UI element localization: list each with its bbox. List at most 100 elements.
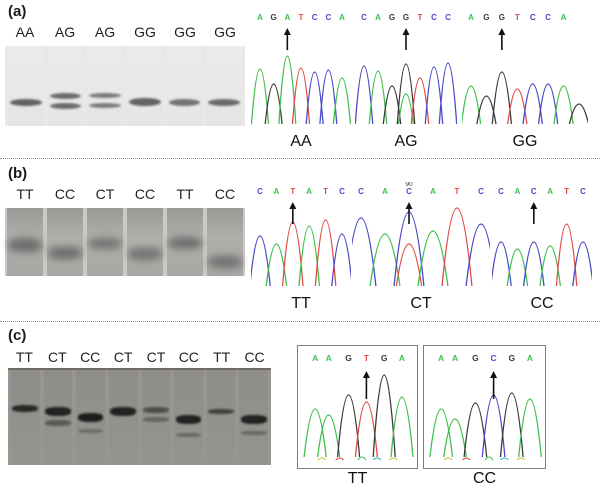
gel-lane-label: CC bbox=[80, 349, 101, 365]
gel-lane bbox=[108, 370, 138, 465]
gel-band bbox=[128, 248, 162, 261]
panel-a-label: (a) bbox=[8, 3, 27, 20]
snp-arrow-icon bbox=[289, 202, 297, 224]
snp-arrow-icon bbox=[402, 28, 410, 50]
gel-lane bbox=[207, 208, 243, 276]
sequence-base-letter: T bbox=[455, 187, 460, 196]
gel-band bbox=[208, 409, 234, 415]
gel-lane-label: CT bbox=[47, 349, 67, 365]
gel-band bbox=[12, 404, 39, 412]
sequence-base-letter: C bbox=[491, 353, 497, 363]
gel-band bbox=[129, 98, 161, 106]
gel-band bbox=[77, 428, 104, 433]
sequence-base-letter: A bbox=[284, 13, 290, 22]
gel-lane bbox=[8, 46, 44, 126]
gel-lane bbox=[141, 370, 171, 465]
gel-band bbox=[142, 416, 169, 422]
sequence-base-letter: A bbox=[399, 353, 405, 363]
gel-band bbox=[49, 93, 82, 100]
sequence-base-letter: A bbox=[452, 353, 458, 363]
gel-band bbox=[48, 246, 82, 259]
gel-lane bbox=[87, 208, 123, 276]
sequence-base-letter: A bbox=[326, 353, 332, 363]
sequence-base-letter: G bbox=[389, 13, 395, 22]
snp-arrow-icon bbox=[530, 202, 538, 224]
gel-lane-label: CC bbox=[134, 186, 156, 202]
gel-lane bbox=[167, 208, 203, 276]
gel-lane-label: CT bbox=[146, 349, 166, 365]
trace-position-label: 90 bbox=[405, 182, 413, 188]
sequence-base-letter: C bbox=[478, 187, 484, 196]
gel-lane bbox=[174, 370, 203, 465]
genotype-label: TT bbox=[347, 470, 368, 487]
sequence-base-letter: G bbox=[403, 13, 409, 22]
gel-lane-label: CC bbox=[54, 186, 76, 202]
sequence-base-letter: C bbox=[545, 13, 551, 22]
gel-lane-label: AG bbox=[54, 24, 76, 40]
sequence-base-letter: T bbox=[515, 13, 520, 22]
gel-band bbox=[168, 237, 202, 250]
gel-lane bbox=[7, 208, 43, 276]
gel-lane-label: TT bbox=[213, 349, 231, 365]
sequence-base-letter: C bbox=[358, 187, 364, 196]
gel-band bbox=[175, 414, 202, 424]
gel-lane-label: CT bbox=[113, 349, 133, 365]
sequence-base-letter: A bbox=[468, 13, 474, 22]
chromatogram-b-ct: C A C A T C 90 CT bbox=[345, 181, 497, 313]
chromatogram-trace: C A C A T C 90 bbox=[345, 181, 497, 294]
genotype-label: CC bbox=[472, 470, 497, 487]
gel-lane-label: GG bbox=[134, 24, 156, 40]
gel-lane-label: AG bbox=[94, 24, 116, 40]
sequence-base-letter: A bbox=[515, 187, 521, 196]
gel-lane-label: CC bbox=[178, 349, 199, 365]
gel-lane-label: GG bbox=[174, 24, 196, 40]
sequence-base-letter: C bbox=[325, 13, 331, 22]
sequence-base-letter: T bbox=[364, 353, 370, 363]
gel-band bbox=[89, 93, 121, 99]
sequence-base-letter: A bbox=[547, 187, 553, 196]
gel-lane-label: TT bbox=[176, 186, 194, 202]
gel-lane-label: TT bbox=[15, 349, 33, 365]
genotype-label: GG bbox=[512, 133, 538, 150]
sequence-base-letter: C bbox=[361, 13, 367, 22]
gel-lane bbox=[127, 46, 163, 126]
sequence-base-letter: A bbox=[339, 13, 345, 22]
sequence-base-letter: C bbox=[580, 187, 586, 196]
gel-band bbox=[208, 256, 242, 269]
genotype-label: CC bbox=[530, 295, 554, 312]
sequence-base-letter: T bbox=[299, 13, 304, 22]
gel-lane bbox=[206, 370, 236, 465]
gel-a-lane-labels: AA AG AG GG GG GG bbox=[5, 24, 245, 40]
chromatogram-b-tt: C A T A T C TT bbox=[249, 182, 353, 313]
sequence-base-letter: A bbox=[375, 13, 381, 22]
chromatogram-b-cc: C A C A T C CC bbox=[490, 182, 594, 313]
gel-band bbox=[49, 103, 82, 109]
gel-band bbox=[88, 237, 122, 249]
sequence-base-letter: T bbox=[418, 13, 423, 22]
sequence-base-letter: C bbox=[530, 13, 536, 22]
sequence-base-letter: G bbox=[271, 13, 277, 22]
sequence-base-letter: C bbox=[531, 187, 537, 196]
gel-lane bbox=[47, 208, 83, 276]
gel-band bbox=[110, 407, 137, 417]
sequence-base-letter: T bbox=[323, 187, 328, 196]
sequence-base-letter: A bbox=[312, 353, 318, 363]
panel-separator-2 bbox=[0, 321, 600, 322]
genotype-label: AG bbox=[394, 133, 418, 150]
